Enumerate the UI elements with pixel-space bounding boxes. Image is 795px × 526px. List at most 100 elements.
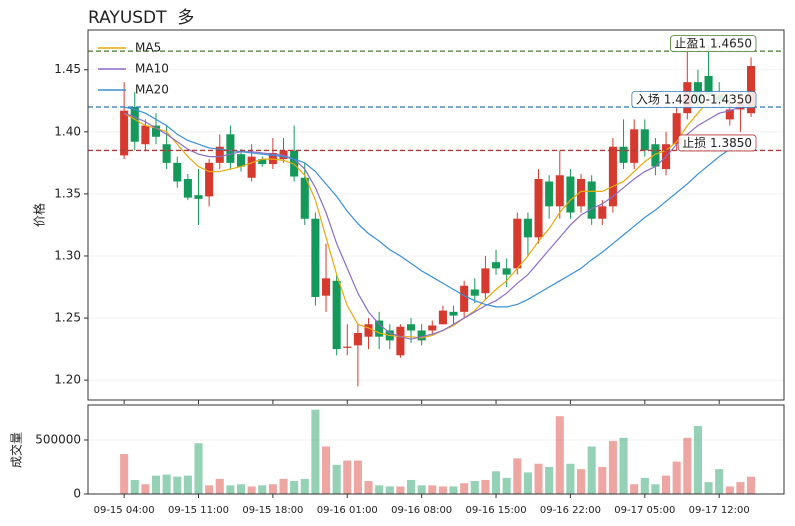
volume-bar [630,484,639,494]
volume-bar [247,486,256,494]
volume-bar [715,469,724,494]
candle-body [343,346,352,348]
ma-line [123,102,752,340]
volume-bar [651,484,660,494]
candle-body [704,75,713,95]
volume-bar [215,478,224,494]
volume-bar [406,479,416,494]
y-tick-label: 500000 [35,432,81,446]
candle-body [353,332,362,346]
level-label-box [677,134,757,152]
candle-body [555,175,564,207]
x-tick-label: 09-15 18:00 [242,505,303,516]
volume-bar [151,475,161,494]
volume-bar [747,476,756,494]
candle-body [141,125,150,145]
y-tick-label: 1.35 [54,186,81,200]
candle-body [470,289,479,296]
candle-body [630,129,639,163]
candle-body [651,144,660,167]
volume-bar [545,466,554,494]
volume-bar [704,482,713,494]
candle-body [226,134,235,163]
candle-body [417,330,426,341]
volume-bar [205,485,214,494]
candle-body [598,206,607,219]
volume-bar [194,443,203,494]
candle-body [438,310,447,325]
volume-bar [226,485,235,494]
candle-body [173,162,182,182]
level-label: 止盈1 1.4650 [675,37,752,51]
volume-bar [577,469,586,494]
y-tick-label: 1.20 [54,373,81,387]
volume-bar [353,460,362,494]
candle-body [364,324,373,337]
y-tick-label: 1.25 [54,311,81,325]
volume-bar [693,425,702,494]
candle-body [672,113,681,145]
candle-body [619,146,628,163]
volume-bar [120,454,129,494]
volume-bar [672,461,681,494]
y-tick-label: 1.45 [54,62,81,76]
volume-bar [130,479,139,494]
candle-body [183,178,192,198]
candle-body [120,110,129,156]
volume-bar [290,481,299,494]
volume-bar [587,446,596,494]
volume-bar [332,464,341,494]
volume-bar [534,463,543,494]
candle-body [587,181,596,219]
chart-title: RAYUSDT 多 [88,8,194,28]
candle-body [577,178,586,207]
volume-bar [523,472,532,494]
level-label-box [631,91,757,108]
volume-bar [725,486,734,494]
x-tick-label: 09-15 11:00 [168,505,229,516]
candle-body [396,326,405,356]
candle-body [332,280,341,350]
volume-bar [640,477,649,494]
x-tick-label: 09-16 22:00 [540,505,601,516]
volume-bar [321,446,331,494]
volume-bar [683,437,692,494]
candle-body [194,195,203,199]
volume-bar [428,485,437,494]
legend-label: MA20 [135,83,169,97]
volume-bar [258,485,267,494]
volume-bar [460,483,469,494]
volume-bar [268,484,277,494]
candle-body [534,178,543,238]
volume-bar [513,458,522,494]
x-tick-label: 09-15 04:00 [94,505,155,516]
volume-bar [662,475,671,494]
candle-body [247,156,256,178]
plot-frame [87,404,785,495]
candle-body [491,262,501,269]
y-tick-label: 1.30 [54,248,81,262]
candle-body [151,125,161,137]
x-tick-label: 09-17 12:00 [689,505,750,516]
volume-bar [385,486,394,494]
candle-body [236,154,246,167]
volume-bar [608,441,617,494]
volume-bar [555,416,564,494]
candle-body [523,218,532,238]
candle-body [481,268,490,294]
volume-bar [173,476,182,494]
volume-bar [470,481,479,494]
candle-body [321,278,331,296]
volume-bar [417,485,426,494]
x-tick-label: 09-17 05:00 [614,505,675,516]
candle-body [205,162,214,197]
y-tick-label: 1.40 [54,124,81,138]
candle-body [406,324,416,331]
volume-bar [364,481,373,494]
candle-body [513,218,522,269]
volume-bar [311,409,320,494]
candle-body [502,268,511,275]
volume-axis-label: 成交量 [9,432,24,468]
